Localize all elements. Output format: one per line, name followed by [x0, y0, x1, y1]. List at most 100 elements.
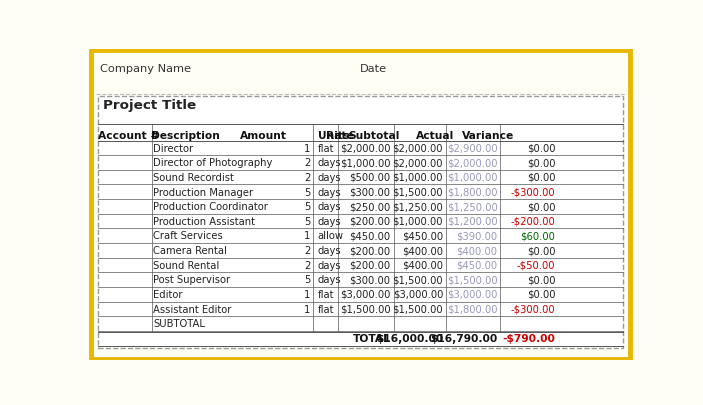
Text: 1: 1 [304, 231, 310, 241]
Text: 5: 5 [304, 188, 310, 198]
Text: $1,500.00: $1,500.00 [447, 275, 498, 286]
Text: $450.00: $450.00 [402, 231, 443, 241]
Text: $200.00: $200.00 [349, 246, 390, 256]
Text: flat: flat [318, 144, 335, 153]
Text: -$300.00: -$300.00 [510, 188, 555, 198]
Text: days: days [318, 188, 342, 198]
Text: $400.00: $400.00 [402, 246, 443, 256]
Text: $2,000.00: $2,000.00 [392, 158, 443, 168]
Text: flat: flat [318, 305, 335, 315]
Text: $3,000.00: $3,000.00 [447, 290, 498, 300]
Text: $2,900.00: $2,900.00 [447, 144, 498, 153]
Text: $1,800.00: $1,800.00 [447, 305, 498, 315]
Text: Description: Description [150, 131, 219, 141]
Text: $1,250.00: $1,250.00 [392, 202, 443, 212]
Text: 5: 5 [304, 217, 310, 227]
Text: $0.00: $0.00 [527, 275, 555, 286]
Text: $1,500.00: $1,500.00 [392, 188, 443, 198]
Text: $0.00: $0.00 [527, 202, 555, 212]
Text: days: days [318, 246, 342, 256]
Text: Rate: Rate [326, 131, 354, 141]
Text: TOTAL: TOTAL [352, 334, 390, 344]
Text: $0.00: $0.00 [527, 158, 555, 168]
Text: Actual: Actual [415, 131, 454, 141]
Text: $300.00: $300.00 [349, 188, 390, 198]
Text: $0.00: $0.00 [527, 290, 555, 300]
Text: Production Manager: Production Manager [153, 188, 253, 198]
Text: $16,000.00: $16,000.00 [376, 334, 443, 344]
Text: days: days [318, 202, 342, 212]
Text: 2: 2 [304, 173, 310, 183]
Text: Camera Rental: Camera Rental [153, 246, 227, 256]
Text: Craft Services: Craft Services [153, 231, 223, 241]
Text: 1: 1 [304, 305, 310, 315]
Text: Date: Date [361, 64, 387, 74]
Text: $3,000.00: $3,000.00 [393, 290, 443, 300]
Text: -$300.00: -$300.00 [510, 305, 555, 315]
Text: Account #: Account # [98, 131, 159, 141]
Text: days: days [318, 173, 342, 183]
Text: -$200.00: -$200.00 [510, 217, 555, 227]
Text: Director of Photography: Director of Photography [153, 158, 273, 168]
Text: 1: 1 [304, 290, 310, 300]
Text: $60.00: $60.00 [520, 231, 555, 241]
Text: $3,000.00: $3,000.00 [340, 290, 390, 300]
Text: $2,000.00: $2,000.00 [447, 158, 498, 168]
Text: $450.00: $450.00 [456, 261, 498, 271]
Text: days: days [318, 217, 342, 227]
Text: Units: Units [318, 131, 349, 141]
Text: $500.00: $500.00 [349, 173, 390, 183]
Text: $200.00: $200.00 [349, 261, 390, 271]
Text: $450.00: $450.00 [349, 231, 390, 241]
Text: SUBTOTAL: SUBTOTAL [153, 319, 205, 329]
Text: $1,500.00: $1,500.00 [392, 275, 443, 286]
Text: Sound Rental: Sound Rental [153, 261, 219, 271]
Text: Sound Recordist: Sound Recordist [153, 173, 234, 183]
Text: $0.00: $0.00 [527, 246, 555, 256]
Text: Editor: Editor [153, 290, 183, 300]
Text: -$50.00: -$50.00 [517, 261, 555, 271]
Text: -$790.00: -$790.00 [503, 334, 555, 344]
Text: $1,800.00: $1,800.00 [447, 188, 498, 198]
Text: Production Coordinator: Production Coordinator [153, 202, 268, 212]
Text: Amount: Amount [240, 131, 287, 141]
Text: flat: flat [318, 290, 335, 300]
Text: $1,500.00: $1,500.00 [340, 305, 390, 315]
Text: Subtotal: Subtotal [348, 131, 399, 141]
Text: $2,000.00: $2,000.00 [392, 144, 443, 153]
Text: 5: 5 [304, 202, 310, 212]
Text: allow: allow [318, 231, 344, 241]
Text: $2,000.00: $2,000.00 [340, 144, 390, 153]
Text: Assistant Editor: Assistant Editor [153, 305, 231, 315]
Text: $16,790.00: $16,790.00 [430, 334, 498, 344]
Text: $390.00: $390.00 [456, 231, 498, 241]
FancyBboxPatch shape [91, 50, 630, 359]
Text: Company Name: Company Name [100, 64, 191, 74]
Text: $250.00: $250.00 [349, 202, 390, 212]
Text: 1: 1 [304, 144, 310, 153]
Text: 2: 2 [304, 158, 310, 168]
Text: Production Assistant: Production Assistant [153, 217, 255, 227]
Text: $1,200.00: $1,200.00 [447, 217, 498, 227]
Text: $1,500.00: $1,500.00 [392, 305, 443, 315]
Text: $400.00: $400.00 [402, 261, 443, 271]
Text: $1,000.00: $1,000.00 [392, 217, 443, 227]
Text: days: days [318, 275, 342, 286]
Text: Director: Director [153, 144, 193, 153]
Text: $1,250.00: $1,250.00 [447, 202, 498, 212]
Text: $0.00: $0.00 [527, 144, 555, 153]
Text: 2: 2 [304, 261, 310, 271]
Text: $200.00: $200.00 [349, 217, 390, 227]
Text: Project Title: Project Title [103, 99, 196, 112]
Text: 2: 2 [304, 246, 310, 256]
FancyBboxPatch shape [98, 96, 623, 348]
Text: Post Supervisor: Post Supervisor [153, 275, 231, 286]
Text: Variance: Variance [462, 131, 514, 141]
Text: days: days [318, 261, 342, 271]
Text: days: days [318, 158, 342, 168]
Text: 5: 5 [304, 275, 310, 286]
Text: $1,000.00: $1,000.00 [340, 158, 390, 168]
Text: $400.00: $400.00 [456, 246, 498, 256]
Text: $0.00: $0.00 [527, 173, 555, 183]
Text: $1,000.00: $1,000.00 [392, 173, 443, 183]
